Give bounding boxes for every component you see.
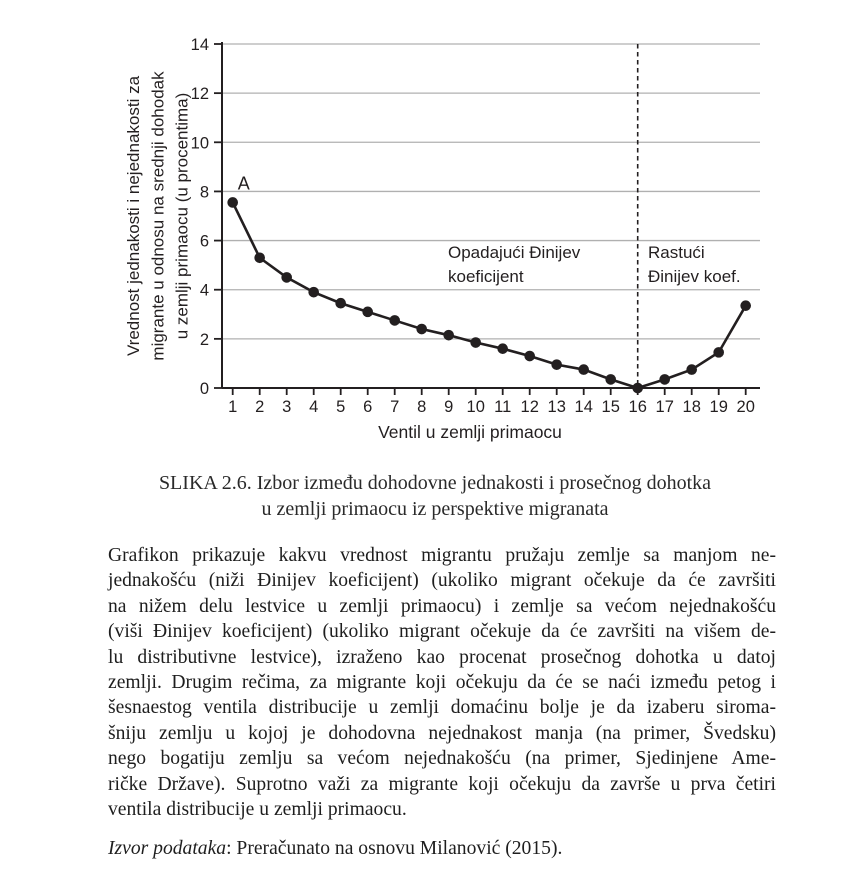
x-axis-ticks: 1 2 3 4 5 6 7 8 9 10 11 12 13 14 15 16 17 18 19 20 bbox=[228, 388, 755, 416]
source-note: Izvor podataka: Preračunato na osnovu Mi… bbox=[108, 838, 776, 860]
body-line: ventila distribucije u zemlji primaocu. bbox=[108, 799, 407, 821]
data-point bbox=[632, 382, 643, 394]
x-tick-label: 4 bbox=[309, 398, 318, 416]
x-tick-label: 2 bbox=[255, 398, 264, 416]
data-point bbox=[227, 197, 238, 208]
body-line: šesnaestog ventila distribucije u zemlji… bbox=[108, 697, 776, 719]
data-point bbox=[551, 359, 562, 370]
body-line: lu distributivne lestvice), izraženo kao… bbox=[108, 646, 776, 668]
data-point bbox=[389, 315, 401, 326]
annotation-right-line: Rastući bbox=[648, 243, 705, 262]
x-tick-label: 14 bbox=[575, 398, 593, 416]
x-tick-label: 18 bbox=[683, 398, 701, 416]
figure-caption: SLIKA 2.6. Izbor između dohodovne jednak… bbox=[85, 470, 785, 522]
data-point bbox=[362, 306, 374, 318]
y-tick-label: 14 bbox=[191, 36, 209, 54]
body-line: Grafikon prikazuje kakvu vrednost migran… bbox=[108, 545, 776, 566]
body-line: na nižem delu lestvice u zemlji primaocu… bbox=[108, 595, 776, 617]
data-point bbox=[497, 343, 509, 354]
y-tick-label: 12 bbox=[191, 85, 209, 103]
x-tick-label: 17 bbox=[656, 398, 674, 416]
data-point bbox=[740, 300, 751, 311]
y-axis-title-line: u zemlji primaocu (u procentima) bbox=[173, 93, 192, 340]
x-tick-label: 5 bbox=[336, 398, 345, 416]
x-tick-label: 6 bbox=[363, 398, 372, 416]
x-tick-label: 20 bbox=[737, 398, 755, 416]
data-point bbox=[416, 323, 428, 335]
x-tick-label: 7 bbox=[390, 398, 399, 416]
point-label-a: A bbox=[238, 173, 250, 193]
y-tick-label: 8 bbox=[200, 183, 209, 201]
y-axis-title: Vrednost jednakosti i nejednakosti za mig… bbox=[124, 71, 192, 361]
source-label: Izvor podataka bbox=[108, 838, 227, 859]
caption-line-2: u zemlji primaocu iz perspektive migrana… bbox=[261, 498, 609, 520]
x-tick-label: 13 bbox=[548, 398, 566, 416]
body-line: (viši Đinijev koeficijent) (ukoliko migr… bbox=[108, 621, 776, 643]
body-line: jednakošću (niži Đinijev koeficijent) (u… bbox=[108, 570, 776, 592]
data-point bbox=[308, 286, 320, 298]
annotation-left-line: Opadajući Đinijev bbox=[448, 243, 581, 262]
x-tick-label: 16 bbox=[629, 398, 647, 416]
y-tick-label: 6 bbox=[200, 233, 209, 251]
source-text: : Preračunato na osnovu Milanović (2015)… bbox=[226, 838, 563, 859]
annotation-left-line: koeficijent bbox=[448, 267, 524, 286]
x-tick-label: 8 bbox=[417, 398, 426, 416]
caption-line-1: SLIKA 2.6. Izbor između dohodovne jednak… bbox=[158, 472, 712, 494]
data-points bbox=[227, 197, 751, 394]
x-tick-label: 19 bbox=[710, 398, 728, 416]
x-tick-label: 10 bbox=[467, 398, 485, 416]
data-point bbox=[578, 364, 589, 375]
y-tick-label: 4 bbox=[200, 282, 209, 300]
figure-chart: 0 2 4 6 8 10 12 14 1 2 3 4 5 6 7 8 9 10 11 12 13 14 15 16 17 18 19… bbox=[124, 36, 760, 442]
body-line: zemlji. Drugim rečima, za migrante koji … bbox=[108, 672, 776, 694]
body-line: ričke Države). Suprotno važi za migrante… bbox=[108, 773, 776, 795]
annotation-right-line: Đinijev koef. bbox=[648, 267, 741, 286]
x-tick-label: 3 bbox=[282, 398, 291, 416]
x-tick-label: 12 bbox=[521, 398, 539, 416]
body-line: šniju zemlju u kojoj je dohodovna nejedn… bbox=[108, 722, 776, 744]
y-axis-title-line: Vrednost jednakosti i nejednakosti za bbox=[124, 75, 143, 356]
x-axis-title: Ventil u zemlji primaocu bbox=[378, 422, 562, 442]
y-tick-label: 2 bbox=[200, 331, 209, 349]
data-point bbox=[470, 337, 482, 348]
x-tick-label: 15 bbox=[602, 398, 620, 416]
data-point bbox=[443, 329, 455, 341]
data-point bbox=[713, 347, 724, 358]
data-point bbox=[281, 272, 293, 283]
data-point bbox=[524, 350, 535, 362]
data-point bbox=[686, 364, 697, 375]
body-line: nego bogatiju zemlju sa većom nejednakoš… bbox=[108, 748, 776, 770]
x-tick-label: 1 bbox=[228, 398, 237, 416]
x-tick-label: 11 bbox=[494, 398, 511, 416]
data-point bbox=[335, 297, 347, 309]
y-axis-ticks: 0 2 4 6 8 10 12 14 bbox=[191, 36, 222, 398]
y-tick-label: 0 bbox=[200, 380, 209, 398]
data-point bbox=[254, 252, 265, 264]
data-point bbox=[659, 374, 670, 385]
annotation-right: Rastući Đinijev koef. bbox=[648, 243, 741, 286]
x-tick-label: 9 bbox=[444, 398, 453, 416]
gridlines bbox=[222, 43, 760, 340]
data-point bbox=[605, 374, 616, 385]
annotation-left: Opadajući Đinijev koeficijent bbox=[448, 243, 581, 286]
y-tick-label: 10 bbox=[191, 134, 209, 152]
y-axis-title-line: migrante u odnosu na srednji dohodak bbox=[148, 71, 167, 361]
body-paragraph: Grafikon prikazuje kakvu vrednost migran… bbox=[108, 543, 776, 822]
axes bbox=[221, 42, 760, 389]
